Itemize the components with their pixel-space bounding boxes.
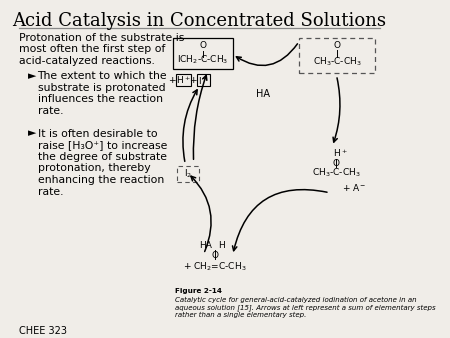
Text: H: H <box>219 241 225 250</box>
Text: ►: ► <box>27 128 36 139</box>
Text: HA: HA <box>256 89 270 99</box>
Text: HA: HA <box>199 241 212 250</box>
Text: CH$_3$-C-CH$_3$: CH$_3$-C-CH$_3$ <box>313 55 362 68</box>
Text: CH$_3$-C-CH$_3$: CH$_3$-C-CH$_3$ <box>312 167 361 179</box>
Text: O: O <box>334 41 341 50</box>
Text: O: O <box>212 250 219 260</box>
FancyBboxPatch shape <box>173 38 233 69</box>
Text: ICH$_2$-C-CH$_3$: ICH$_2$-C-CH$_3$ <box>177 53 229 66</box>
Text: +: + <box>189 76 197 84</box>
Text: Figure 2-14: Figure 2-14 <box>176 288 222 294</box>
FancyBboxPatch shape <box>177 166 198 182</box>
Text: Protonation of the substrate is
most often the first step of
acid-catalyzed reac: Protonation of the substrate is most oft… <box>19 33 184 66</box>
Text: O: O <box>333 159 340 168</box>
Text: H$^+$: H$^+$ <box>176 74 191 86</box>
FancyBboxPatch shape <box>299 38 375 73</box>
Text: I$_2$: I$_2$ <box>184 168 192 180</box>
Text: + A$^-$: + A$^-$ <box>342 182 367 193</box>
Text: Acid Catalysis in Concentrated Solutions: Acid Catalysis in Concentrated Solutions <box>13 12 387 30</box>
FancyBboxPatch shape <box>197 74 210 86</box>
Text: I$^-$: I$^-$ <box>198 75 209 86</box>
Text: + CH$_2$=C-CH$_3$: + CH$_2$=C-CH$_3$ <box>184 261 247 273</box>
Text: The extent to which the
substrate is protonated
influences the reaction
rate.: The extent to which the substrate is pro… <box>37 71 167 116</box>
FancyBboxPatch shape <box>176 74 191 86</box>
Text: O: O <box>199 41 206 50</box>
Text: ►: ► <box>27 71 36 81</box>
Text: It is often desirable to
raise [H₃O⁺] to increase
the degree of substrate
proton: It is often desirable to raise [H₃O⁺] to… <box>37 128 167 196</box>
Text: Catalytic cycle for general-acid-catalyzed iodination of acetone in an
aqueous s: Catalytic cycle for general-acid-catalyz… <box>176 296 436 318</box>
Text: H$^+$: H$^+$ <box>333 147 348 159</box>
Text: +: + <box>168 76 176 84</box>
Text: CHEE 323: CHEE 323 <box>19 326 67 336</box>
